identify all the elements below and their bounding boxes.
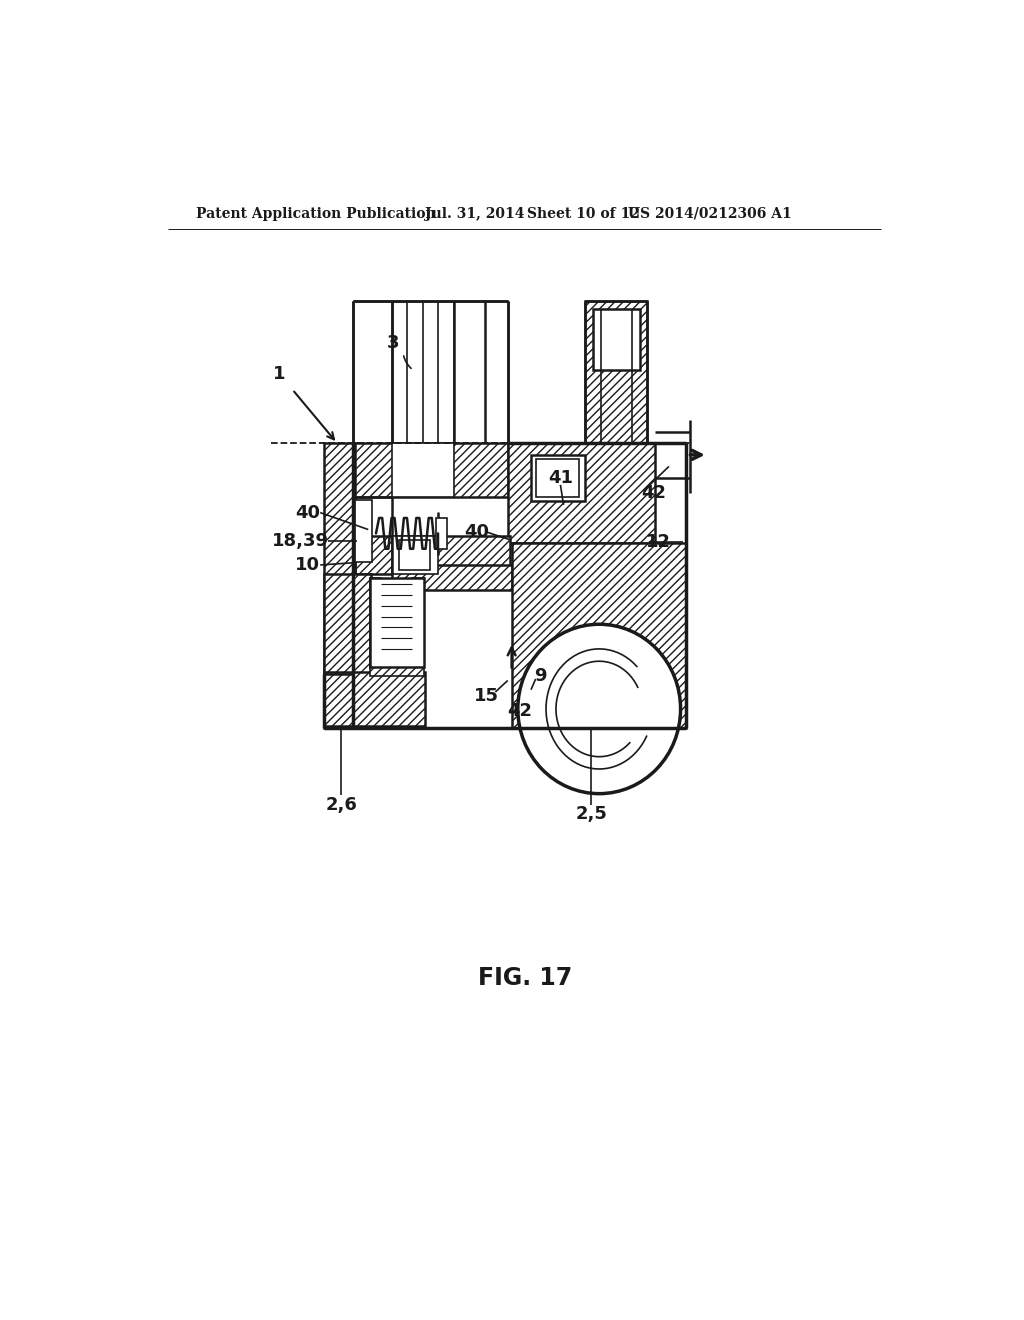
- Bar: [586, 301, 647, 444]
- Bar: [370, 578, 381, 667]
- Text: US 2014/0212306 A1: US 2014/0212306 A1: [628, 207, 792, 220]
- Bar: [512, 544, 686, 729]
- Bar: [370, 664, 424, 676]
- Text: 40: 40: [464, 523, 489, 541]
- Text: Jul. 31, 2014: Jul. 31, 2014: [425, 207, 524, 220]
- Text: 18,39: 18,39: [271, 532, 329, 550]
- Bar: [537, 459, 579, 498]
- Text: 12: 12: [646, 533, 672, 550]
- Text: 10: 10: [295, 556, 321, 574]
- Text: 40: 40: [295, 504, 321, 521]
- Bar: [324, 672, 425, 726]
- Bar: [324, 574, 371, 729]
- Bar: [593, 309, 640, 370]
- Text: 41: 41: [548, 469, 573, 487]
- Bar: [435, 517, 447, 549]
- Text: Sheet 10 of 12: Sheet 10 of 12: [527, 207, 640, 220]
- Text: 15: 15: [473, 686, 499, 705]
- Text: 42: 42: [641, 484, 666, 503]
- Bar: [391, 536, 438, 574]
- Bar: [399, 540, 430, 570]
- Ellipse shape: [518, 624, 681, 793]
- Text: 9: 9: [535, 667, 547, 685]
- Bar: [324, 444, 355, 675]
- Text: 2,6: 2,6: [326, 796, 357, 814]
- Bar: [413, 578, 424, 667]
- Bar: [391, 444, 454, 498]
- Bar: [355, 536, 510, 574]
- Text: FIG. 17: FIG. 17: [477, 966, 572, 990]
- Bar: [352, 444, 508, 498]
- Bar: [508, 444, 655, 544]
- Bar: [531, 455, 586, 502]
- Bar: [370, 578, 424, 667]
- Bar: [355, 500, 372, 562]
- Text: Patent Application Publication: Patent Application Publication: [197, 207, 436, 220]
- Text: 2,5: 2,5: [575, 805, 607, 824]
- Text: 1: 1: [272, 366, 286, 383]
- Text: 3: 3: [387, 334, 399, 352]
- Text: 42: 42: [507, 702, 531, 721]
- Bar: [391, 565, 512, 590]
